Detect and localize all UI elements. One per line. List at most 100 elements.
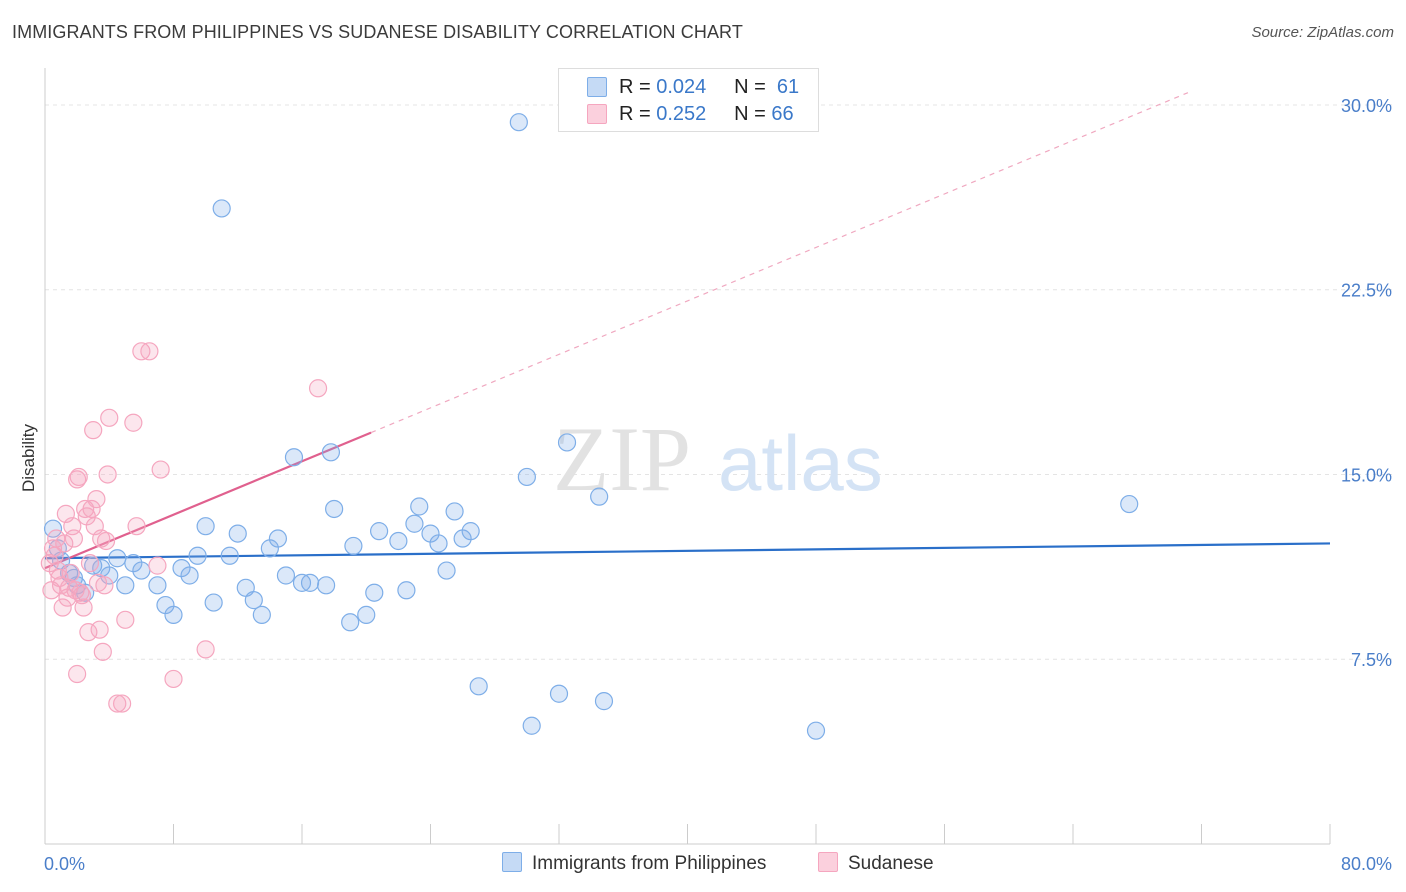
data-point-philippines (43, 519, 63, 538)
data-point-sudanese (112, 694, 132, 713)
data-point-philippines (344, 536, 363, 556)
data-point-philippines (437, 561, 456, 580)
data-point-philippines (252, 605, 271, 624)
legend-n-label: N = (734, 76, 766, 98)
data-point-sudanese (164, 669, 183, 689)
x-tick-label-min: 0.0% (44, 854, 85, 874)
data-point-philippines (100, 566, 119, 585)
data-point-philippines (557, 433, 577, 452)
data-point-philippines (549, 684, 569, 703)
data-point-philippines (357, 605, 376, 624)
data-point-philippines (429, 534, 448, 553)
data-point-sudanese (93, 642, 112, 661)
data-point-sudanese (74, 598, 93, 617)
bottom-legend-label-philippines: Immigrants from Philippines (532, 853, 767, 874)
data-point-philippines (196, 517, 215, 536)
data-point-philippines (397, 581, 416, 600)
data-point-philippines (108, 549, 127, 568)
data-point-sudanese (87, 490, 106, 509)
data-point-philippines (148, 576, 167, 595)
data-point-philippines (445, 502, 464, 521)
data-point-sudanese (308, 379, 328, 398)
legend-n-label: N = (734, 103, 766, 125)
data-point-philippines (590, 487, 609, 506)
axes (44, 68, 1331, 845)
data-point-sudanese (84, 421, 103, 440)
data-point-philippines (325, 499, 344, 519)
legend-swatch-philippines (587, 77, 607, 97)
data-point-philippines (522, 716, 541, 735)
data-point-sudanese (95, 576, 114, 595)
data-point-philippines (284, 448, 304, 467)
data-point-sudanese (124, 413, 143, 432)
data-point-philippines (517, 467, 536, 487)
trend-line-philippines (44, 542, 1331, 560)
watermark-zip: ZIP (553, 408, 691, 510)
data-point-philippines (204, 593, 223, 612)
data-point-sudanese (140, 342, 159, 361)
legend-r-label: R = (619, 76, 651, 98)
data-point-philippines (594, 692, 614, 711)
watermark-atlas: atlas (718, 419, 883, 507)
data-point-philippines (389, 531, 408, 551)
legend-r-value-sudanese: 0.252 (656, 103, 707, 125)
data-point-sudanese (108, 694, 127, 713)
data-point-philippines (370, 522, 389, 541)
data-point-philippines (164, 605, 183, 624)
watermark: ZIP atlas (553, 408, 883, 510)
data-point-sudanese (151, 460, 170, 479)
data-point-philippines (132, 561, 151, 580)
data-point-philippines (244, 591, 263, 610)
y-tick-label: 15.0% (1341, 465, 1392, 485)
data-point-sudanese (61, 563, 80, 583)
data-point-philippines (276, 566, 296, 585)
data-point-sudanese (98, 465, 117, 484)
data-point-philippines (316, 576, 336, 595)
chart-source: Source: ZipAtlas.com (1251, 24, 1394, 41)
data-point-philippines (300, 573, 320, 592)
trend-line-sudanese-extension (370, 92, 1189, 434)
data-point-sudanese (90, 620, 109, 639)
data-point-sudanese (92, 529, 111, 548)
data-point-sudanese (100, 408, 119, 427)
bottom-legend-philippines: Immigrants from Philippines (502, 852, 766, 875)
x-tick-label-max: 80.0% (1341, 854, 1392, 874)
grid-lines (45, 104, 1392, 660)
data-point-sudanese (68, 664, 87, 684)
legend-n-value-sudanese: 66 (771, 103, 794, 125)
data-point-philippines (116, 576, 135, 595)
data-point-philippines (410, 497, 429, 516)
data-point-sudanese (50, 568, 69, 588)
data-point-philippines (188, 546, 207, 565)
bottom-legend-sudanese: Sudanese (818, 852, 934, 875)
data-point-philippines (469, 677, 488, 696)
data-point-philippines (1120, 494, 1139, 514)
data-point-sudanese (53, 598, 72, 617)
data-point-sudanese (116, 610, 135, 629)
chart-title: IMMIGRANTS FROM PHILIPPINES VS SUDANESE … (12, 22, 743, 42)
data-point-sudanese (127, 517, 146, 536)
data-point-sudanese (43, 539, 63, 558)
data-point-philippines (509, 113, 528, 132)
data-point-sudanese (69, 467, 88, 487)
data-point-sudanese (80, 554, 100, 573)
bottom-legend-swatch-sudanese (818, 852, 838, 872)
y-axis-label: Disability (19, 423, 38, 492)
data-point-philippines (405, 514, 424, 533)
legend-n-value-philippines: 61 (776, 76, 800, 98)
bottom-legend-swatch-philippines (502, 852, 522, 872)
data-point-philippines (461, 522, 480, 541)
tick-labels: 7.5% 15.0% 22.5% 30.0% 0.0% 80.0% (44, 96, 1392, 874)
y-tick-label: 22.5% (1341, 281, 1392, 301)
y-tick-label: 7.5% (1351, 650, 1392, 670)
legend: R = 0.024 N = 61 R = 0.252 N = 66 (558, 68, 819, 132)
data-points (40, 113, 1139, 740)
data-point-sudanese (64, 529, 84, 548)
bottom-legend-label-sudanese: Sudanese (848, 853, 934, 874)
data-point-sudanese (55, 534, 74, 553)
y-tick-label: 30.0% (1341, 96, 1392, 116)
data-point-philippines (341, 613, 360, 632)
data-point-philippines (806, 721, 826, 740)
data-point-philippines (321, 443, 341, 462)
